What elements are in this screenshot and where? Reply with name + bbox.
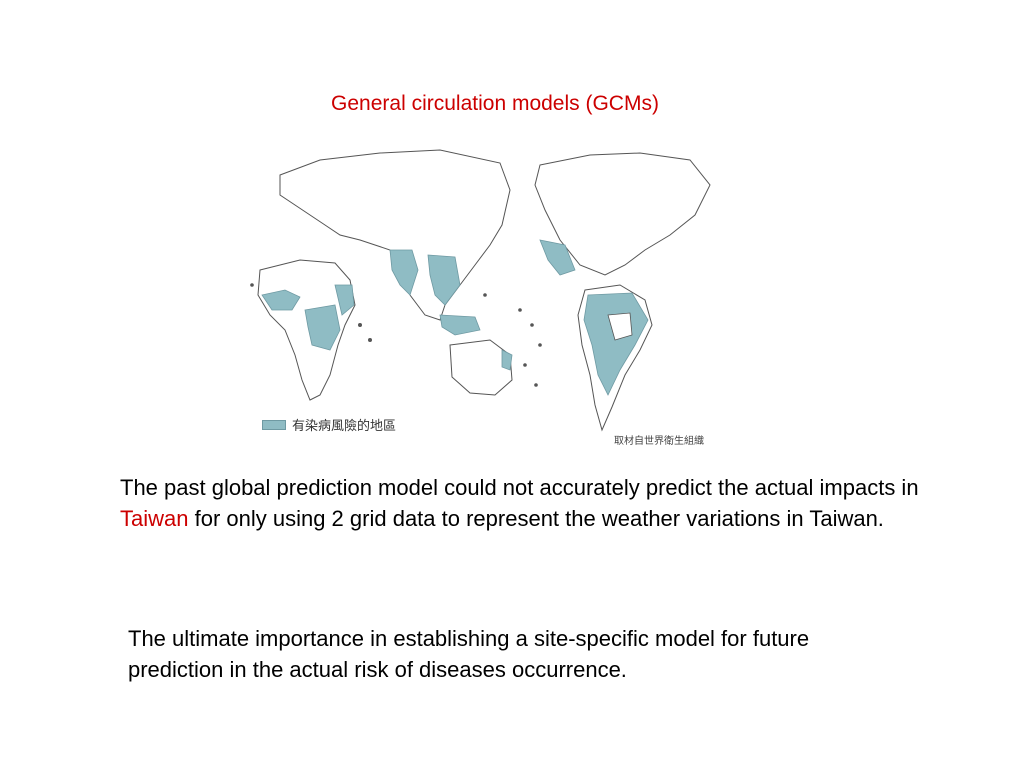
brazil-highlands-no-risk — [607, 312, 633, 341]
risk-area-south-america — [583, 292, 649, 396]
risk-area-central-america — [539, 239, 576, 276]
paragraph-gcm-limitation: The past global prediction model could n… — [120, 472, 950, 534]
paragraph1-text-after: for only using 2 grid data to represent … — [188, 506, 884, 531]
world-map-graphic — [250, 149, 711, 432]
risk-area-west-africa — [261, 289, 301, 311]
risk-area-central-africa — [304, 304, 341, 351]
australia-landmass — [449, 339, 513, 396]
legend-swatch — [262, 420, 286, 430]
world-risk-map — [240, 145, 730, 450]
risk-area-indonesia — [439, 314, 481, 336]
risk-area-southeast-asia — [427, 254, 461, 306]
slide-title: General circulation models (GCMs) — [331, 92, 659, 115]
map-credit: 取材自世界衛生組織 — [614, 436, 704, 447]
legend-label: 有染病風險的地區 — [292, 418, 397, 433]
paragraph-site-specific-model: The ultimate importance in establishing … — [128, 626, 810, 682]
paragraph1-text-before: The past global prediction model could n… — [120, 475, 919, 500]
africa-landmass — [257, 259, 356, 401]
highlight-taiwan: Taiwan — [120, 506, 189, 531]
risk-area-india — [389, 249, 419, 296]
north-america-landmass — [534, 152, 711, 276]
risk-area-north-australia — [501, 349, 513, 371]
risk-area-east-africa — [334, 284, 355, 316]
